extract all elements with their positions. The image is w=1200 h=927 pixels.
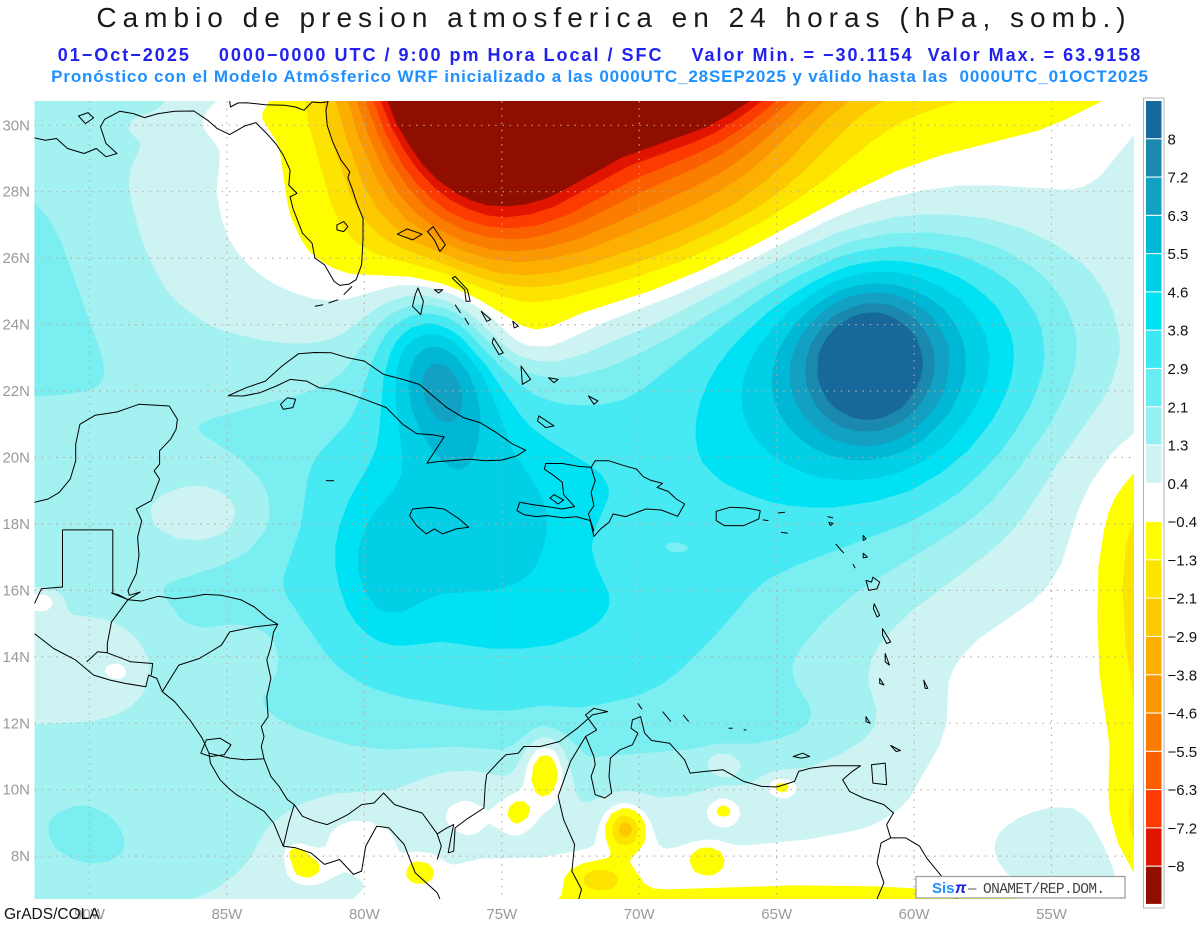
svg-text:−7.2: −7.2 [1168,820,1198,837]
svg-text:22N: 22N [2,383,30,400]
svg-text:85W: 85W [211,906,243,923]
svg-text:60W: 60W [899,906,931,923]
svg-text:7.2: 7.2 [1168,170,1189,187]
svg-text:−3.8: −3.8 [1168,667,1198,684]
svg-text:3.8: 3.8 [1168,323,1189,340]
svg-text:−0.4: −0.4 [1168,514,1198,531]
svg-text:−4.6: −4.6 [1168,706,1198,723]
svg-text:16N: 16N [2,582,30,599]
svg-text:−2.1: −2.1 [1168,591,1198,608]
svg-text:28N: 28N [2,184,30,201]
svg-text:–: – [968,880,977,897]
svg-text:−8: −8 [1168,859,1185,876]
svg-text:20N: 20N [2,450,30,467]
svg-text:1.3: 1.3 [1168,438,1189,455]
svg-text:75W: 75W [486,906,518,923]
svg-text:18N: 18N [2,516,30,533]
svg-text:55W: 55W [1036,906,1068,923]
svg-text:6.3: 6.3 [1168,208,1189,225]
svg-text:12N: 12N [2,715,30,732]
svg-text:π: π [955,880,967,897]
svg-text:0.4: 0.4 [1168,476,1189,493]
svg-text:26N: 26N [2,250,30,267]
svg-text:−6.3: −6.3 [1168,782,1198,799]
svg-text:4.6: 4.6 [1168,284,1189,301]
svg-text:2.1: 2.1 [1168,399,1189,416]
svg-text:10N: 10N [2,782,30,799]
svg-text:Sis: Sis [932,880,955,897]
svg-text:−2.9: −2.9 [1168,629,1198,646]
svg-text:14N: 14N [2,649,30,666]
svg-text:70W: 70W [624,906,656,923]
svg-text:90W: 90W [74,906,106,923]
svg-text:80W: 80W [349,906,381,923]
svg-text:8: 8 [1168,131,1176,148]
svg-text:8N: 8N [11,848,30,865]
svg-text:30N: 30N [2,117,30,134]
svg-text:2.9: 2.9 [1168,361,1189,378]
svg-text:−5.5: −5.5 [1168,744,1198,761]
svg-text:24N: 24N [2,317,30,334]
svg-text:ONAMET/REP.DOM.: ONAMET/REP.DOM. [983,882,1105,898]
svg-text:−1.3: −1.3 [1168,552,1198,569]
svg-text:65W: 65W [761,906,793,923]
svg-text:5.5: 5.5 [1168,246,1189,263]
